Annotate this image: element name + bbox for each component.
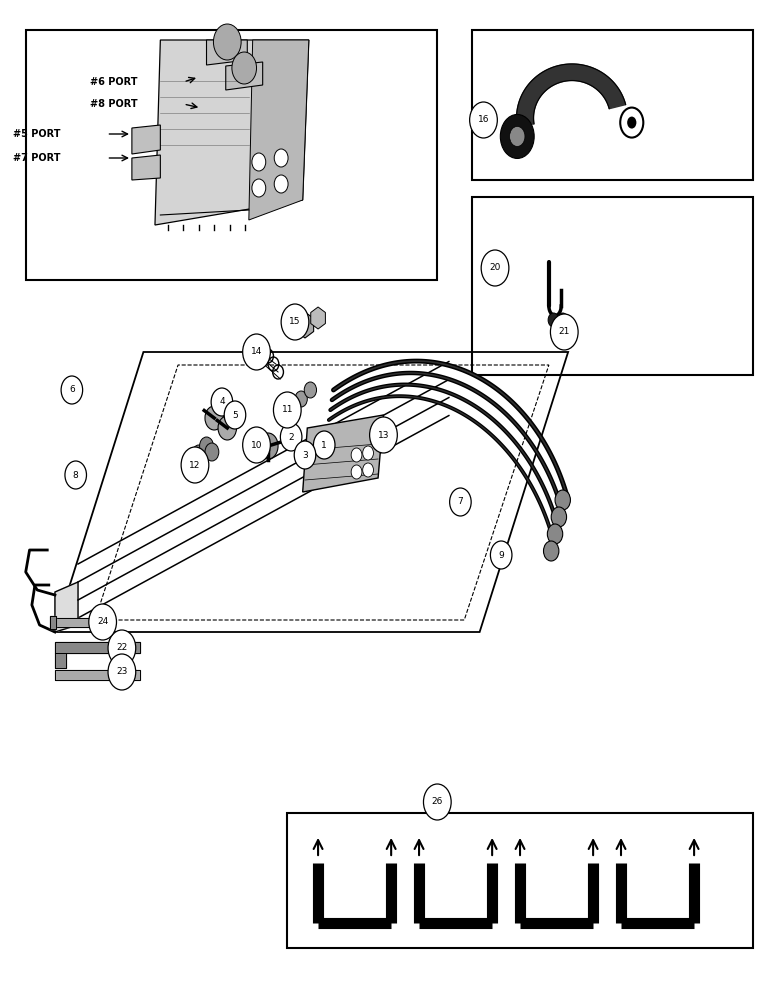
Circle shape: [295, 391, 307, 407]
Text: 16: 16: [478, 115, 489, 124]
Circle shape: [108, 630, 136, 666]
Circle shape: [211, 388, 232, 416]
Circle shape: [557, 313, 568, 327]
Polygon shape: [55, 582, 78, 632]
Bar: [472, 197, 753, 375]
Text: 5: 5: [232, 410, 238, 420]
Text: 10: 10: [251, 440, 262, 450]
Polygon shape: [155, 40, 309, 225]
Circle shape: [363, 446, 374, 460]
Text: #8 PORT: #8 PORT: [90, 99, 137, 109]
Polygon shape: [225, 62, 262, 90]
Circle shape: [108, 654, 136, 690]
Circle shape: [351, 465, 362, 479]
Circle shape: [543, 541, 559, 561]
Circle shape: [304, 382, 317, 398]
Text: 8: 8: [73, 471, 79, 480]
Circle shape: [500, 114, 534, 158]
Polygon shape: [55, 618, 93, 627]
Polygon shape: [132, 125, 161, 154]
Polygon shape: [516, 64, 625, 126]
Circle shape: [481, 250, 509, 286]
Circle shape: [258, 433, 278, 459]
Circle shape: [274, 175, 288, 193]
Circle shape: [205, 443, 218, 461]
Text: 12: 12: [189, 460, 201, 470]
Text: #6 PORT: #6 PORT: [90, 77, 137, 87]
Text: 1: 1: [321, 440, 327, 450]
Bar: [472, 30, 753, 180]
Circle shape: [205, 406, 223, 430]
Circle shape: [213, 24, 241, 60]
Circle shape: [218, 416, 236, 440]
Circle shape: [555, 490, 571, 510]
Text: 14: 14: [251, 348, 262, 357]
Circle shape: [490, 541, 512, 569]
Circle shape: [469, 102, 497, 138]
Bar: [287, 813, 753, 948]
Polygon shape: [55, 670, 140, 680]
Circle shape: [551, 507, 567, 527]
Circle shape: [294, 441, 316, 469]
Polygon shape: [50, 616, 56, 629]
Text: 6: 6: [69, 385, 75, 394]
Circle shape: [242, 427, 270, 463]
Circle shape: [510, 126, 525, 146]
Circle shape: [280, 423, 302, 451]
Circle shape: [273, 392, 301, 428]
Text: 21: 21: [559, 328, 570, 336]
Text: 3: 3: [302, 450, 308, 460]
Circle shape: [192, 445, 206, 463]
Polygon shape: [303, 415, 384, 492]
Circle shape: [242, 334, 270, 370]
Circle shape: [65, 461, 86, 489]
Circle shape: [89, 604, 117, 640]
Circle shape: [363, 463, 374, 477]
Text: 7: 7: [458, 497, 463, 506]
Circle shape: [424, 784, 451, 820]
Text: 13: 13: [378, 430, 389, 440]
Circle shape: [449, 488, 471, 516]
Polygon shape: [55, 642, 140, 653]
Text: 24: 24: [97, 617, 108, 626]
Circle shape: [181, 447, 208, 483]
Text: #7 PORT: #7 PORT: [13, 153, 60, 163]
Text: 23: 23: [117, 668, 127, 676]
Circle shape: [224, 401, 245, 429]
Circle shape: [548, 313, 559, 327]
Text: 4: 4: [219, 397, 225, 406]
Polygon shape: [249, 40, 309, 220]
Circle shape: [252, 179, 266, 197]
Polygon shape: [132, 155, 161, 180]
Text: 26: 26: [432, 798, 443, 806]
Text: #5 PORT: #5 PORT: [13, 129, 60, 139]
Text: 15: 15: [290, 318, 301, 326]
Circle shape: [281, 304, 309, 340]
Text: 2: 2: [288, 432, 294, 442]
Circle shape: [313, 431, 335, 459]
Circle shape: [232, 52, 256, 84]
Circle shape: [252, 153, 266, 171]
Circle shape: [627, 117, 636, 129]
Circle shape: [550, 314, 578, 350]
Circle shape: [370, 417, 398, 453]
Circle shape: [274, 149, 288, 167]
Circle shape: [547, 524, 563, 544]
Text: 11: 11: [282, 406, 293, 414]
Circle shape: [200, 437, 213, 455]
Circle shape: [351, 448, 362, 462]
Polygon shape: [207, 40, 247, 65]
Text: 9: 9: [498, 550, 504, 560]
Circle shape: [61, 376, 83, 404]
Bar: [25, 30, 437, 280]
Text: 20: 20: [489, 263, 501, 272]
Text: 22: 22: [117, 644, 127, 652]
Polygon shape: [55, 653, 66, 668]
